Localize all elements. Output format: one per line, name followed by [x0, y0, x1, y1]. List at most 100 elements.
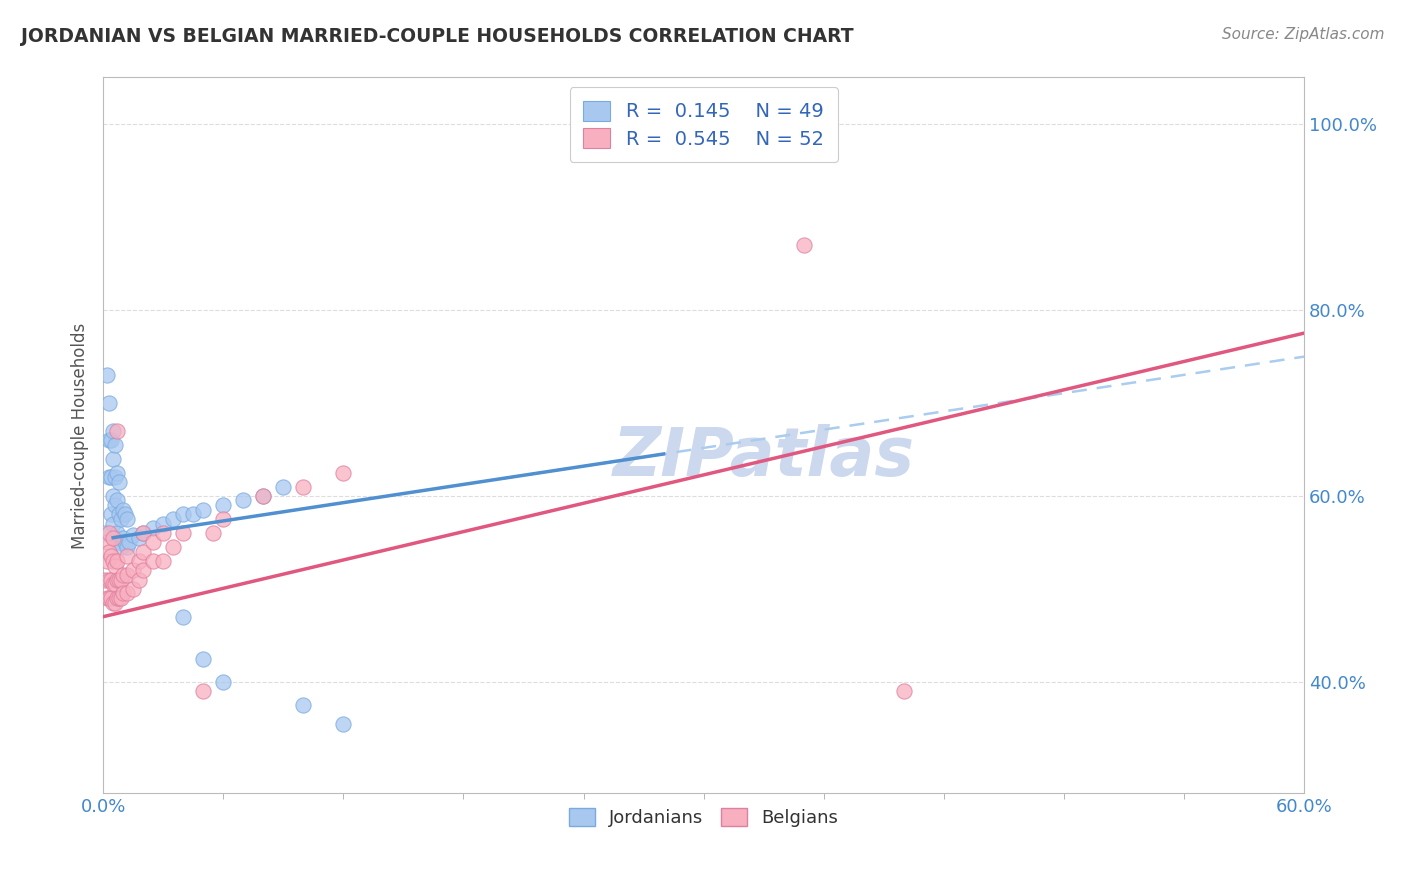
Point	[793, 237, 815, 252]
Point	[252, 489, 274, 503]
Point	[96, 591, 118, 606]
Point	[142, 535, 165, 549]
Point	[332, 466, 354, 480]
Point	[96, 554, 118, 568]
Point	[98, 526, 121, 541]
Point	[181, 508, 204, 522]
Point	[128, 531, 150, 545]
Text: ZIPatlas: ZIPatlas	[613, 424, 915, 490]
Point	[98, 573, 121, 587]
Point	[162, 512, 184, 526]
Point	[893, 684, 915, 698]
Point	[115, 586, 138, 600]
Point	[132, 526, 155, 541]
Legend: Jordanians, Belgians: Jordanians, Belgians	[562, 801, 845, 834]
Point	[101, 531, 124, 545]
Point	[332, 716, 354, 731]
Point	[104, 558, 127, 573]
Point	[122, 563, 145, 577]
Point	[122, 528, 145, 542]
Y-axis label: Married-couple Households: Married-couple Households	[72, 322, 89, 549]
Point	[232, 493, 254, 508]
Point	[98, 591, 121, 606]
Point	[142, 554, 165, 568]
Point	[132, 563, 155, 577]
Point	[98, 470, 121, 484]
Point	[105, 591, 128, 606]
Point	[212, 498, 235, 512]
Point	[112, 586, 135, 600]
Point	[104, 498, 127, 512]
Point	[104, 470, 127, 484]
Point	[193, 502, 215, 516]
Point	[105, 573, 128, 587]
Point	[193, 684, 215, 698]
Point	[94, 526, 117, 541]
Point	[98, 544, 121, 558]
Point	[104, 438, 127, 452]
Point	[212, 674, 235, 689]
Point	[105, 466, 128, 480]
Point	[172, 609, 194, 624]
Point	[122, 582, 145, 596]
Point	[172, 526, 194, 541]
Point	[100, 591, 122, 606]
Point	[100, 433, 122, 447]
Point	[104, 596, 127, 610]
Point	[292, 479, 315, 493]
Point	[98, 433, 121, 447]
Point	[105, 493, 128, 508]
Point	[100, 508, 122, 522]
Point	[152, 526, 174, 541]
Point	[252, 489, 274, 503]
Point	[96, 535, 118, 549]
Point	[115, 512, 138, 526]
Text: JORDANIAN VS BELGIAN MARRIED-COUPLE HOUSEHOLDS CORRELATION CHART: JORDANIAN VS BELGIAN MARRIED-COUPLE HOUS…	[21, 27, 853, 45]
Point	[114, 508, 136, 522]
Point	[132, 544, 155, 558]
Point	[100, 470, 122, 484]
Point	[110, 591, 132, 606]
Point	[108, 508, 131, 522]
Point	[101, 516, 124, 531]
Text: Source: ZipAtlas.com: Source: ZipAtlas.com	[1222, 27, 1385, 42]
Point	[105, 424, 128, 438]
Point	[128, 573, 150, 587]
Point	[112, 502, 135, 516]
Point	[292, 698, 315, 712]
Point	[101, 424, 124, 438]
Point	[104, 577, 127, 591]
Point	[101, 451, 124, 466]
Point	[193, 651, 215, 665]
Point	[98, 396, 121, 410]
Point	[96, 368, 118, 382]
Point	[108, 573, 131, 587]
Point	[172, 508, 194, 522]
Point	[152, 554, 174, 568]
Point	[104, 531, 127, 545]
Point	[100, 573, 122, 587]
Point	[110, 573, 132, 587]
Point	[112, 567, 135, 582]
Point	[112, 531, 135, 545]
Point	[118, 535, 141, 549]
Point	[105, 554, 128, 568]
Point	[114, 535, 136, 549]
Point	[152, 516, 174, 531]
Point	[100, 549, 122, 564]
Point	[108, 591, 131, 606]
Point	[101, 554, 124, 568]
Point	[101, 577, 124, 591]
Point	[128, 554, 150, 568]
Point	[94, 573, 117, 587]
Point	[115, 549, 138, 564]
Point	[212, 512, 235, 526]
Point	[202, 526, 225, 541]
Point	[132, 526, 155, 541]
Point	[115, 567, 138, 582]
Point	[108, 535, 131, 549]
Point	[101, 596, 124, 610]
Point	[271, 479, 294, 493]
Point	[142, 521, 165, 535]
Point	[110, 540, 132, 554]
